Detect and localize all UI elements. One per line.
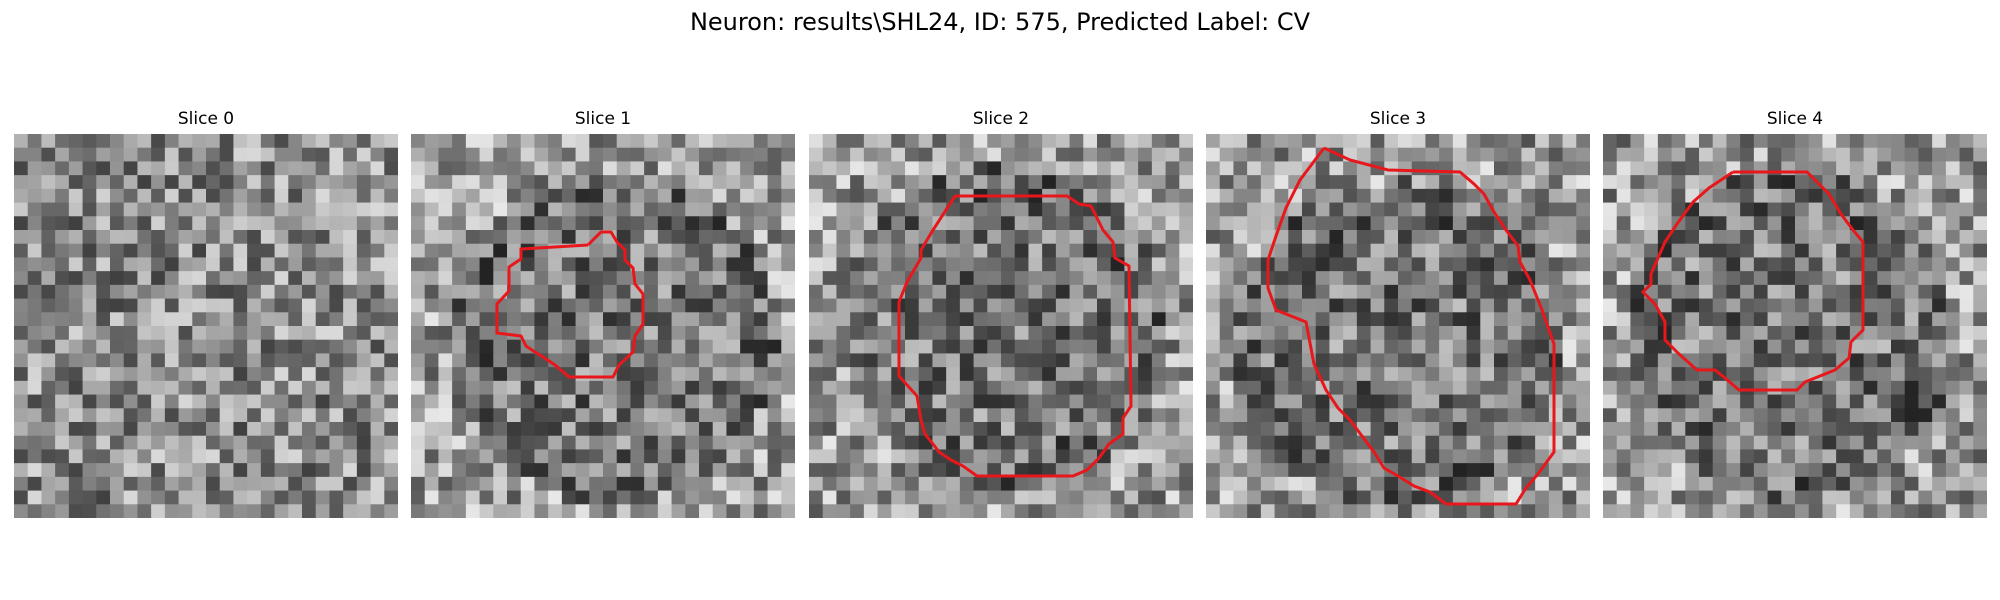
pixel-texture bbox=[411, 134, 795, 518]
slice-image bbox=[809, 134, 1193, 518]
slice-image-svg bbox=[1603, 134, 1987, 518]
slice-panel-3: Slice 3 bbox=[1206, 108, 1590, 518]
slice-panel-1: Slice 1 bbox=[411, 108, 795, 518]
slice-image bbox=[1206, 134, 1590, 518]
figure-title: Neuron: results\SHL24, ID: 575, Predicte… bbox=[689, 8, 1311, 36]
neuron-contour bbox=[495, 230, 645, 379]
slice-panel-4: Slice 4 bbox=[1603, 108, 1987, 518]
neuron-contour bbox=[1266, 146, 1556, 506]
pixel-texture bbox=[809, 134, 1193, 518]
pixel-texture bbox=[1603, 134, 1987, 518]
slice-panel-2: Slice 2 bbox=[809, 108, 1193, 518]
slice-title: Slice 4 bbox=[1766, 109, 1824, 129]
slice-image bbox=[1603, 134, 1987, 518]
slice-title: Slice 1 bbox=[574, 109, 632, 129]
neuron-contour bbox=[897, 194, 1133, 478]
slice-image bbox=[411, 134, 795, 518]
slice-image-svg bbox=[809, 134, 1193, 518]
slice-title: Slice 3 bbox=[1369, 109, 1427, 129]
slice-title: Slice 0 bbox=[177, 109, 235, 129]
slice-image bbox=[14, 134, 398, 518]
slice-panel-0: Slice 0 bbox=[14, 108, 398, 518]
pixel-texture bbox=[14, 134, 398, 518]
pixel-texture bbox=[1206, 134, 1590, 518]
slice-image-svg bbox=[1206, 134, 1590, 518]
slice-title: Slice 2 bbox=[972, 109, 1030, 129]
neuron-contour bbox=[1640, 170, 1865, 392]
slice-image-svg bbox=[411, 134, 795, 518]
slice-image-svg bbox=[14, 134, 398, 518]
